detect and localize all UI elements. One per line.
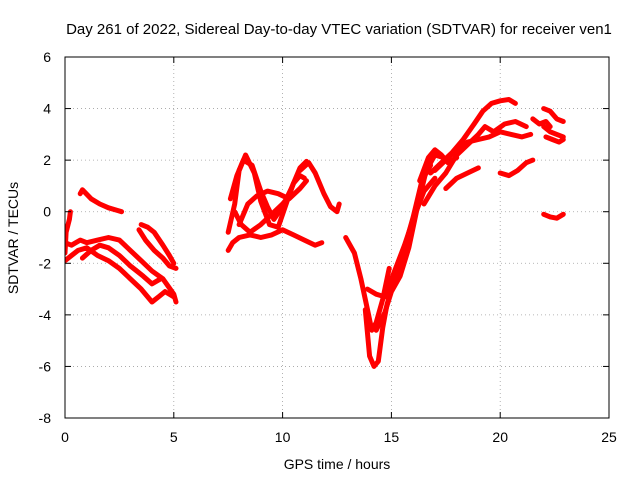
series-arc-25 xyxy=(541,106,566,124)
series-arc-27 xyxy=(543,134,566,145)
chart-title: Day 261 of 2022, Sidereal Day-to-day VTE… xyxy=(66,21,612,38)
y-tick-label: 4 xyxy=(43,101,51,117)
y-tick-label: -6 xyxy=(39,358,52,374)
series-arc-19 xyxy=(421,119,529,207)
x-tick-label: 10 xyxy=(275,429,291,445)
x-tick-label: 25 xyxy=(601,429,617,445)
y-tick-label: 2 xyxy=(43,152,51,168)
series-arc-10 xyxy=(227,157,309,222)
series-arc-18 xyxy=(417,147,460,184)
series-arc-4 xyxy=(65,245,177,305)
x-tick-label: 20 xyxy=(492,429,508,445)
y-axis-label: SDTVAR / TECUs xyxy=(5,182,21,294)
series-arc-2 xyxy=(77,187,125,215)
series-arc-11 xyxy=(236,178,309,228)
y-tick-label: 0 xyxy=(43,204,51,220)
series-arc-17 xyxy=(373,152,447,333)
y-tick-label: -2 xyxy=(39,255,52,271)
data-layer xyxy=(65,97,566,369)
x-tick-label: 0 xyxy=(61,429,69,445)
y-tick-label: -8 xyxy=(39,410,52,426)
y-tick-label: 6 xyxy=(43,49,51,65)
series-arc-14 xyxy=(343,235,392,333)
x-tick-label: 5 xyxy=(170,429,178,445)
series-arc-8 xyxy=(225,227,325,253)
tick-layer: 0 5 10 15 20 25 -8 -6 -4 -2 0 2 4 6 xyxy=(39,49,617,445)
series-arc-22 xyxy=(432,129,534,173)
x-axis-label: GPS time / hours xyxy=(284,456,391,472)
series-arc-13 xyxy=(297,160,342,215)
series-arc-7 xyxy=(136,227,179,271)
series-arc-26 xyxy=(541,124,566,140)
series-arc-12 xyxy=(232,193,292,235)
series-arc-28 xyxy=(541,211,566,221)
series-arc-5 xyxy=(79,242,164,287)
plot-frame xyxy=(64,56,610,419)
series-arc-6 xyxy=(138,222,177,266)
y-tick-label: -4 xyxy=(39,307,52,323)
x-tick-label: 15 xyxy=(384,429,400,445)
series-arc-23 xyxy=(497,157,536,179)
series-arc-21 xyxy=(443,165,481,191)
series-arc-24 xyxy=(530,116,553,130)
